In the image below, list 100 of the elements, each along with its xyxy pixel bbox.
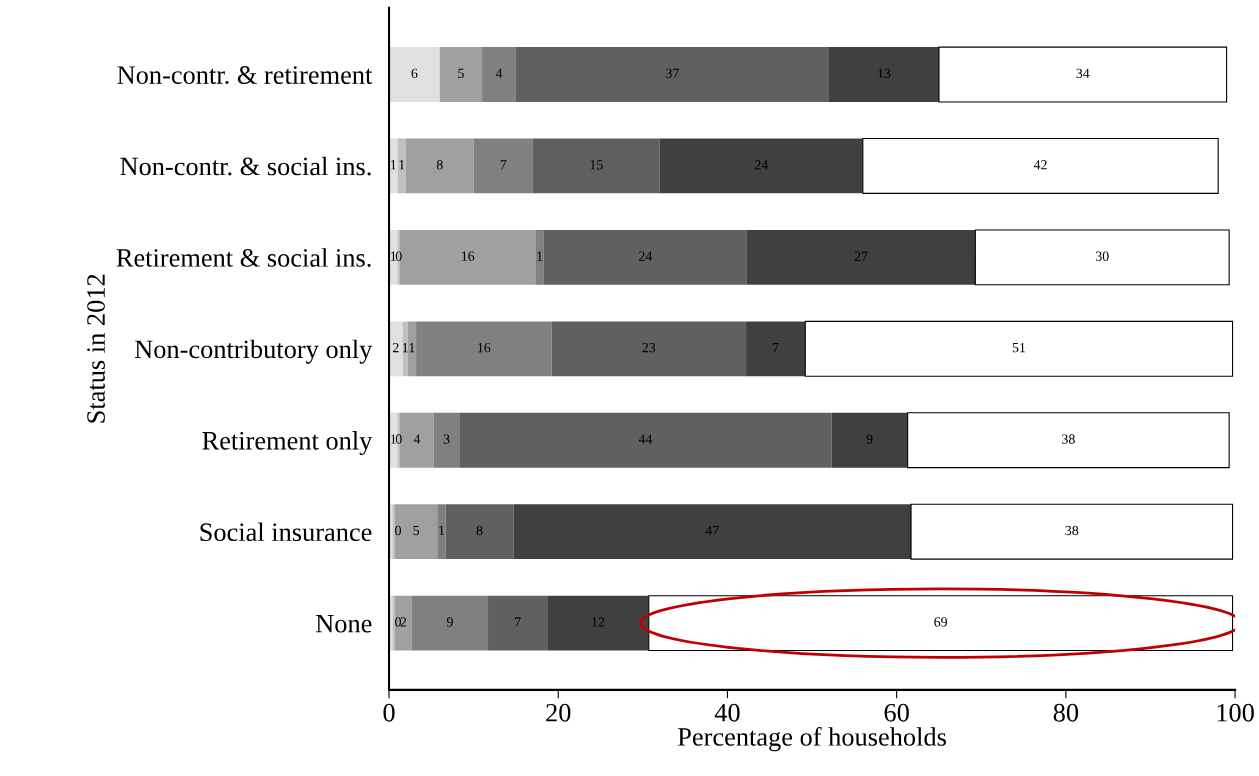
x-tick-label: 80: [1053, 703, 1079, 722]
y-tick-label: Non-contr. & retirement: [117, 66, 373, 85]
bar: [400, 412, 434, 468]
bar: [543, 229, 747, 285]
data-label: 1: [399, 160, 405, 170]
data-label: 2: [392, 342, 399, 353]
bar: [804, 320, 1234, 377]
bar: [910, 503, 1234, 560]
data-label: 44: [638, 434, 653, 444]
data-label: 37: [666, 68, 679, 78]
data-label: 24: [639, 251, 653, 261]
data-label: 51: [1012, 342, 1026, 353]
bar: [938, 46, 1228, 103]
bar: [907, 412, 1230, 469]
data-label: 69: [934, 617, 948, 627]
data-label: 9: [866, 434, 873, 444]
data-label: 4: [413, 434, 421, 444]
data-label: 16: [461, 251, 475, 261]
y-axis-title: Status in 2012: [87, 274, 105, 423]
data-label: 1: [391, 251, 396, 261]
data-label: 47: [705, 525, 719, 536]
data-label: 1: [402, 342, 408, 353]
data-label: 13: [878, 68, 891, 78]
bar: [831, 412, 908, 468]
bar: [515, 47, 829, 102]
y-tick-label: Retirement only: [202, 431, 373, 456]
bar: [394, 595, 412, 651]
bar: [513, 504, 912, 560]
bar: [862, 137, 1219, 194]
bar: [482, 47, 516, 102]
bar: [433, 412, 460, 468]
data-label: 1: [391, 434, 396, 444]
bar: [394, 504, 438, 560]
data-label: 0: [395, 251, 402, 261]
bar: [459, 412, 832, 468]
bar: [547, 595, 649, 651]
data-label: 7: [773, 343, 779, 353]
y-tick-label: Non-contr. & social ins.: [120, 156, 371, 176]
y-tick-label: Social insurance: [200, 522, 372, 542]
bar: [746, 229, 976, 285]
bar: [397, 138, 406, 194]
bar: [659, 138, 863, 194]
data-label: 23: [642, 342, 656, 353]
bar: [974, 229, 1230, 286]
y-tick-label: None: [315, 614, 372, 633]
bar: [407, 321, 417, 377]
data-label: 16: [478, 342, 491, 353]
data-label: 5: [458, 68, 464, 78]
data-label: 2: [400, 617, 407, 627]
bar: [488, 595, 548, 651]
bar: [416, 321, 552, 377]
x-axis-title: Percentage of households: [677, 726, 946, 752]
bar: [532, 138, 660, 194]
data-label: 8: [436, 160, 443, 170]
x-tick-label: 60: [884, 703, 909, 722]
data-label: 0: [395, 525, 401, 536]
bar: [535, 229, 544, 285]
bar: [397, 412, 401, 468]
data-label: 15: [590, 160, 603, 170]
data-label: 0: [395, 617, 401, 627]
bar: [828, 47, 939, 102]
data-label: 9: [446, 617, 453, 627]
bar: [746, 321, 806, 377]
data-label: 4: [495, 68, 503, 78]
bar: [439, 47, 483, 102]
x-tick-label: 100: [1217, 703, 1254, 722]
bar: [473, 138, 533, 194]
y-tick-label: Non-contributory only: [134, 339, 373, 364]
bar: [405, 138, 474, 194]
data-label: 6: [411, 68, 418, 78]
bar: [551, 321, 747, 377]
x-tick-label: 0: [383, 703, 395, 722]
data-label: 5: [413, 525, 420, 536]
bar: [445, 504, 514, 560]
data-label: 0: [395, 434, 402, 444]
data-label: 38: [1062, 434, 1075, 444]
data-label: 34: [1076, 68, 1090, 78]
y-tick-label: Retirement & social ins.: [116, 248, 371, 267]
data-label: 7: [515, 617, 521, 627]
data-label: 42: [1033, 160, 1047, 170]
data-label: 1: [439, 525, 445, 536]
data-label: 38: [1065, 525, 1079, 536]
data-label: 24: [754, 160, 769, 170]
data-label: 8: [476, 525, 483, 536]
data-label: 7: [500, 160, 507, 170]
data-label: 1: [409, 342, 415, 353]
data-label: 1: [537, 251, 543, 261]
x-tick-label: 20: [546, 703, 571, 722]
bar: [389, 321, 403, 377]
bar: [437, 504, 446, 560]
data-label: 27: [854, 251, 868, 261]
data-label: 12: [592, 617, 605, 627]
bar: [400, 229, 536, 285]
bar: [402, 321, 408, 377]
bar: [411, 595, 489, 651]
data-label: 1: [391, 160, 396, 170]
data-label: 3: [443, 434, 450, 444]
bar: [389, 47, 440, 102]
bar: [397, 229, 401, 285]
x-tick-label: 40: [714, 703, 740, 722]
